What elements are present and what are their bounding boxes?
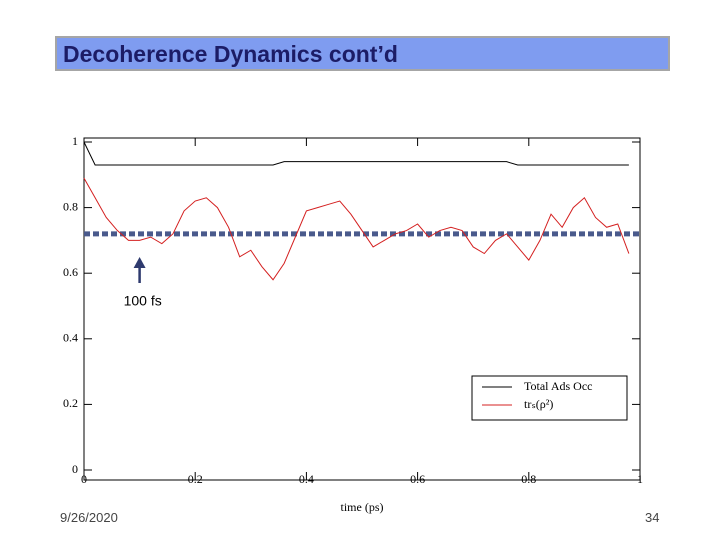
legend-box [471,375,628,421]
series-line [83,141,629,166]
y-tick-label: 1 [72,134,78,148]
title-box: Decoherence Dynamics cont’d [55,36,670,71]
annotation-arrowhead [133,257,146,268]
y-tick-label: 0.4 [63,331,78,345]
slide-title: Decoherence Dynamics cont’d [63,41,398,67]
legend-label: trₛ(ρ²) [524,397,553,411]
page-number: 34 [645,510,660,525]
y-tick-label: 0 [72,462,78,476]
x-axis-label: time (ps) [341,500,384,514]
y-tick-label: 0.2 [63,396,78,410]
annotation-text: 100 fs [124,293,162,309]
y-tick-label: 0.8 [63,199,78,213]
series-line [83,177,630,281]
plot-frame [83,137,641,481]
y-tick-label: 0.6 [63,265,78,279]
footer-date: 9/26/2020 [60,510,118,525]
legend-label: Total Ads Occ [524,379,592,393]
